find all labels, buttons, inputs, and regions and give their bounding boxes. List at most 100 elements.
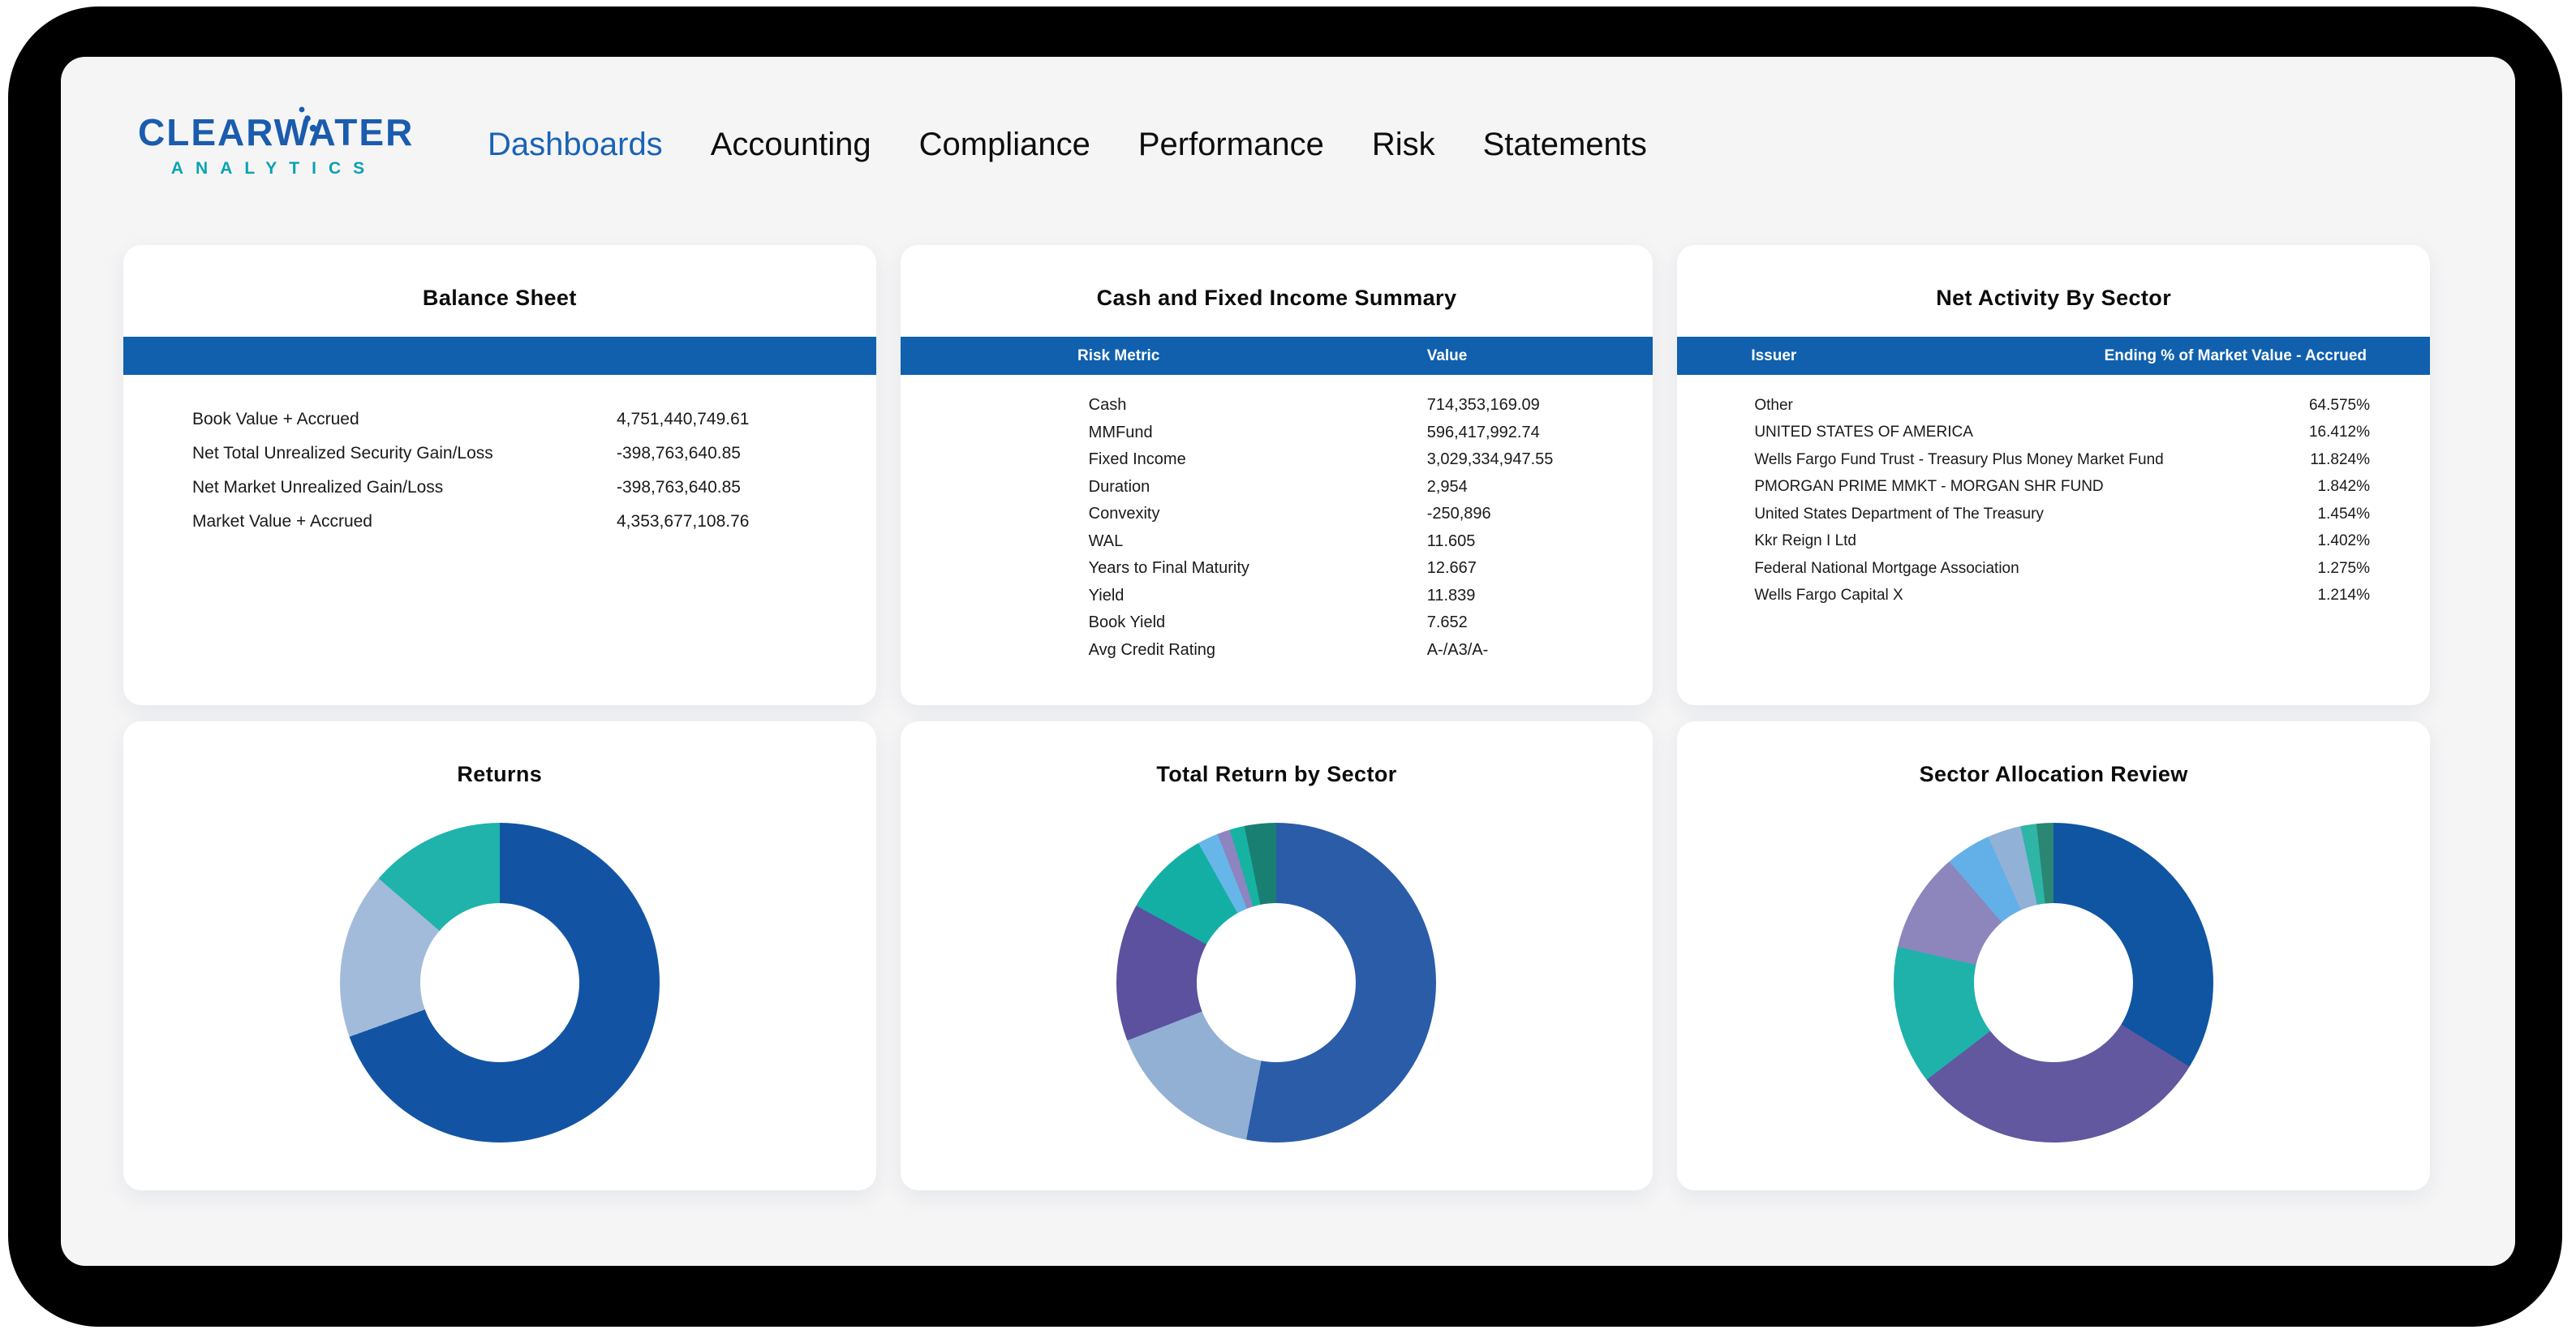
- column-header-risk-metric: Risk Metric: [1077, 346, 1160, 364]
- sector-allocation-donut-chart: [1894, 823, 2214, 1143]
- column-header-issuer: Issuer: [1751, 346, 1797, 364]
- row-label: Net Market Unrealized Gain/Loss: [192, 478, 444, 497]
- row-label: Wells Fargo Fund Trust - Treasury Plus M…: [1754, 450, 2164, 468]
- table-row: Net Total Unrealized Security Gain/Loss -…: [123, 437, 876, 471]
- card-title: Cash and Fixed Income Summary: [1096, 286, 1457, 310]
- row-value: 12.667: [1426, 559, 1477, 578]
- logo-wordmark: CLEARWATER: [138, 111, 415, 153]
- sector-allocation-card: Sector Allocation Review: [1677, 721, 2430, 1190]
- card-title: Balance Sheet: [422, 286, 577, 310]
- logo-subtitle: ANALYTICS: [170, 159, 377, 178]
- logo-dots-icon: [299, 106, 317, 132]
- table-row: Convexity -250,896: [901, 501, 1654, 528]
- row-value: 11.839: [1426, 586, 1476, 605]
- table-row: Other 64.575%: [1677, 392, 2430, 420]
- nav-item-statements[interactable]: Statements: [1482, 127, 1647, 162]
- row-label: Federal National Mortgage Association: [1754, 559, 2019, 577]
- row-label: Book Yield: [1088, 613, 1166, 632]
- row-value: 7.652: [1426, 613, 1468, 632]
- table-row: Net Market Unrealized Gain/Loss -398,763,…: [123, 471, 876, 505]
- row-label: Cash: [1088, 396, 1127, 415]
- row-value: -250,896: [1426, 505, 1491, 523]
- row-value: 1.402%: [2317, 532, 2370, 550]
- cash-summary-table: Cash 714,353,169.09 MMFund 596,417,992.74 Fi…: [901, 375, 1654, 664]
- row-label: Duration: [1088, 477, 1150, 496]
- row-value: 1.454%: [2317, 505, 2370, 523]
- row-value: 4,353,677,108.76: [617, 512, 750, 531]
- table-row: Book Yield 7.652: [901, 609, 1654, 637]
- row-value: 3,029,334,947.55: [1426, 450, 1554, 469]
- dashboard-grid: Balance Sheet Book Value + Accrued 4,751,…: [123, 245, 2430, 1190]
- row-label: Book Value + Accrued: [192, 410, 359, 428]
- row-value: -398,763,640.85: [617, 478, 741, 497]
- net-activity-table: Other 64.575% UNITED STATES OF AMERICA 16.4…: [1677, 375, 2430, 609]
- column-header-value: Value: [1426, 346, 1468, 364]
- card-title: Net Activity By Sector: [1936, 286, 2172, 310]
- row-value: 596,417,992.74: [1426, 423, 1540, 441]
- app-window: CLEARWATER ANALYTICS Dashboards Accountin…: [61, 57, 2515, 1266]
- chart-title: Returns: [457, 762, 543, 786]
- row-value: 16.412%: [2308, 424, 2370, 441]
- row-label: Market Value + Accrued: [192, 512, 372, 531]
- nav-item-dashboards[interactable]: Dashboards: [488, 127, 663, 162]
- nav-item-compliance[interactable]: Compliance: [918, 127, 1090, 162]
- total-return-donut-chart: [1116, 823, 1437, 1143]
- table-row: Duration 2,954: [901, 474, 1654, 501]
- row-label: Net Total Unrealized Security Gain/Loss: [192, 444, 493, 463]
- balance-sheet-table: Book Value + Accrued 4,751,440,749.61 Net …: [123, 375, 876, 539]
- table-header-bar: Risk Metric Value: [900, 337, 1654, 375]
- row-value: 1.214%: [2317, 587, 2370, 605]
- row-value: -398,763,640.85: [617, 444, 741, 463]
- row-label: Kkr Reign I Ltd: [1754, 532, 1856, 550]
- table-row: WAL 11.605: [901, 528, 1654, 556]
- table-row: Yield 11.839: [901, 583, 1654, 610]
- table-row: Federal National Mortgage Association 1.2…: [1677, 555, 2430, 583]
- row-label: WAL: [1088, 531, 1124, 550]
- main-nav: Dashboards Accounting Compliance Performanc…: [488, 128, 1647, 161]
- row-label: Years to Final Maturity: [1088, 559, 1249, 578]
- row-value: 64.575%: [2308, 396, 2370, 414]
- row-label: MMFund: [1088, 423, 1153, 441]
- returns-donut-chart: [339, 823, 660, 1143]
- row-value: 714,353,169.09: [1426, 396, 1540, 415]
- row-label: Other: [1754, 396, 1793, 414]
- table-row: Years to Final Maturity 12.667: [901, 555, 1654, 583]
- clearwater-logo[interactable]: CLEARWATER ANALYTICS: [138, 106, 415, 179]
- table-row: Book Value + Accrued 4,751,440,749.61: [123, 402, 876, 437]
- table-row: United States Department of The Treasury…: [1677, 501, 2430, 528]
- nav-item-performance[interactable]: Performance: [1137, 127, 1324, 162]
- row-value: 1.275%: [2317, 559, 2370, 577]
- table-row: MMFund 596,417,992.74: [901, 420, 1654, 447]
- nav-item-risk[interactable]: Risk: [1371, 127, 1435, 162]
- table-row: Market Value + Accrued 4,353,677,108.76: [123, 505, 876, 539]
- cash-fixed-income-card: Cash and Fixed Income Summary Risk Metri…: [900, 245, 1654, 705]
- net-activity-card: Net Activity By Sector Issuer Ending % o…: [1677, 245, 2430, 705]
- row-label: UNITED STATES OF AMERICA: [1754, 424, 1973, 441]
- balance-sheet-card: Balance Sheet Book Value + Accrued 4,751,…: [123, 245, 876, 705]
- column-header-ending-pct: Ending % of Market Value - Accrued: [2104, 346, 2367, 364]
- table-row: UNITED STATES OF AMERICA 16.412%: [1677, 420, 2430, 447]
- table-row: Wells Fargo Fund Trust - Treasury Plus M…: [1677, 446, 2430, 474]
- row-label: Fixed Income: [1088, 450, 1186, 469]
- table-row: Wells Fargo Capital X 1.214%: [1677, 583, 2430, 610]
- row-value: 11.605: [1426, 531, 1476, 550]
- row-value: 2,954: [1426, 477, 1468, 496]
- row-value: 4,751,440,749.61: [617, 410, 750, 428]
- row-label: Convexity: [1088, 505, 1160, 523]
- nav-item-accounting[interactable]: Accounting: [710, 127, 871, 162]
- table-row: Avg Credit Rating A-/A3/A-: [901, 637, 1654, 665]
- row-label: Wells Fargo Capital X: [1754, 587, 1903, 605]
- chart-title: Sector Allocation Review: [1919, 762, 2188, 786]
- row-value: 1.842%: [2317, 478, 2370, 496]
- row-label: Yield: [1088, 586, 1125, 605]
- chart-title: Total Return by Sector: [1156, 762, 1397, 786]
- table-row: Cash 714,353,169.09: [901, 392, 1654, 420]
- total-return-by-sector-card: Total Return by Sector: [900, 721, 1654, 1190]
- table-header-bar: [123, 337, 876, 375]
- row-label: PMORGAN PRIME MMKT - MORGAN SHR FUND: [1754, 478, 2104, 496]
- table-row: Fixed Income 3,029,334,947.55: [901, 446, 1654, 474]
- table-row: PMORGAN PRIME MMKT - MORGAN SHR FUND 1.84…: [1677, 474, 2430, 501]
- table-row: Kkr Reign I Ltd 1.402%: [1677, 528, 2430, 556]
- row-label: Avg Credit Rating: [1088, 640, 1216, 659]
- row-value: 11.824%: [2310, 450, 2370, 468]
